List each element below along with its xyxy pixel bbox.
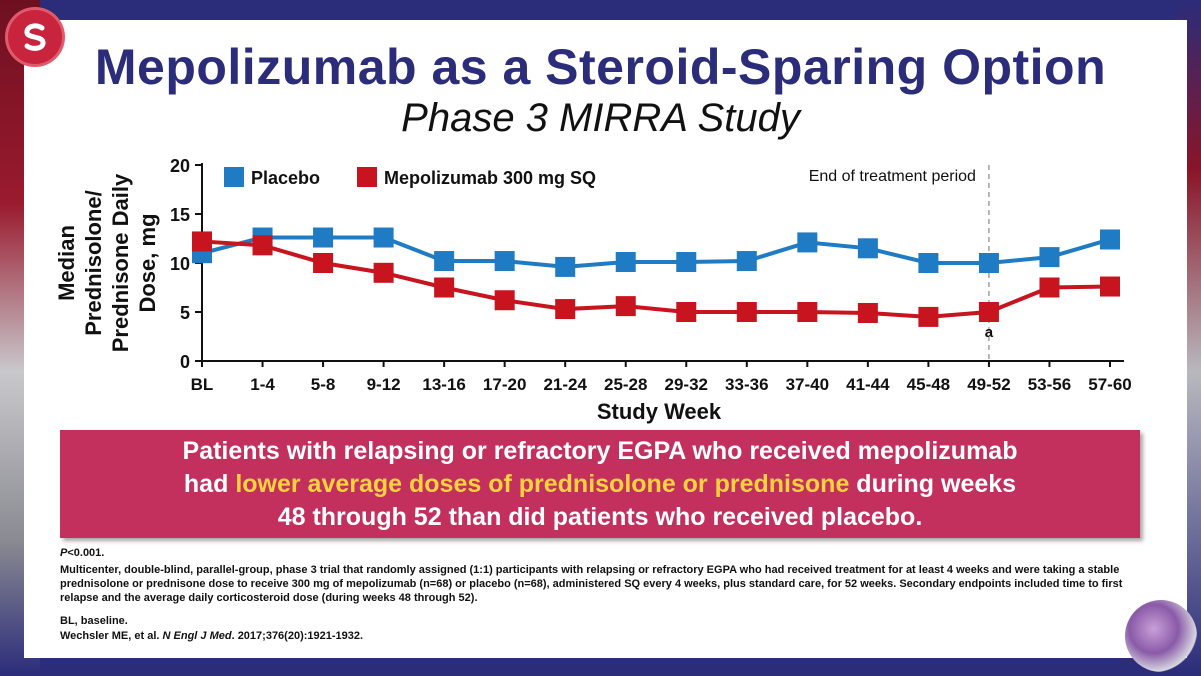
y-axis-label-line: Prednisolone/	[81, 190, 106, 335]
data-point-placebo	[857, 238, 878, 259]
legend-label-placebo: Placebo	[251, 168, 320, 188]
data-point-placebo	[1100, 229, 1120, 250]
x-tick-label: 49-52	[967, 375, 1010, 394]
data-point-placebo	[373, 227, 394, 248]
p-value-footnote: P<0.001.	[60, 546, 1150, 560]
x-tick-label: 1-4	[250, 375, 275, 394]
x-tick-label: 13-16	[422, 375, 465, 394]
data-point-mepolizumab	[615, 296, 636, 317]
data-point-mepolizumab	[373, 262, 394, 283]
data-point-mepolizumab	[555, 299, 576, 320]
ref-authors: Wechsler ME, et al.	[60, 630, 163, 642]
y-tick-label: 10	[170, 254, 190, 274]
end-of-treatment-label: End of treatment period	[809, 168, 976, 185]
x-tick-label: 17-20	[483, 375, 526, 394]
slide-panel	[24, 20, 1187, 658]
x-tick-label: 9-12	[367, 375, 401, 394]
x-tick-label: BL	[191, 375, 214, 394]
x-tick-label: 41-44	[846, 375, 890, 394]
x-tick-label: 57-60	[1088, 375, 1131, 394]
callout-line-2-pre: had	[183, 469, 236, 498]
p-value: <0.001.	[67, 547, 105, 559]
p-symbol: P	[60, 547, 68, 559]
data-point-mepolizumab	[252, 235, 273, 256]
x-tick-label: 5-8	[311, 375, 336, 394]
x-tick-label: 53-56	[1028, 375, 1071, 394]
x-tick-label: 21-24	[543, 375, 587, 394]
data-point-placebo	[1039, 247, 1060, 268]
data-point-placebo	[434, 251, 455, 272]
reference-footnote: Wechsler ME, et al. N Engl J Med. 2017;3…	[60, 629, 1150, 643]
legend-label-mepolizumab: Mepolizumab 300 mg SQ	[384, 168, 596, 188]
series-line-mepolizumab	[201, 239, 1111, 319]
x-tick-label: 45-48	[907, 375, 950, 394]
data-point-mepolizumab	[736, 302, 757, 322]
data-point-placebo	[615, 252, 636, 273]
logo-icon	[8, 10, 62, 64]
data-point-mepolizumab	[676, 302, 697, 322]
data-point-mepolizumab	[1100, 276, 1120, 297]
x-tick-label: 37-40	[786, 375, 829, 394]
series-line-placebo	[201, 235, 1111, 269]
data-point-placebo	[313, 227, 334, 248]
data-point-placebo	[494, 251, 515, 272]
slide-subtitle: Phase 3 MIRRA Study	[401, 96, 800, 140]
data-point-placebo	[797, 232, 818, 253]
callout-highlight: lower average doses of prednisolone or p…	[235, 469, 850, 498]
data-point-mepolizumab	[857, 302, 878, 323]
slide-title: Mepolizumab as a Steroid-Sparing Option	[94, 39, 1107, 95]
y-axis-label-line: Dose, mg	[135, 213, 160, 312]
legend-swatch-mepolizumab	[357, 167, 377, 187]
data-point-placebo	[736, 251, 757, 272]
data-point-mepolizumab	[1039, 277, 1060, 298]
data-point-mepolizumab	[313, 253, 334, 273]
key-finding-callout: Patients with relapsing or refractory EG…	[60, 430, 1140, 538]
data-point-placebo	[918, 253, 939, 273]
data-point-mepolizumab	[494, 290, 515, 311]
significance-marker: a	[985, 324, 994, 341]
y-axis-label-line: Median	[54, 225, 79, 301]
data-point-placebo	[555, 256, 576, 277]
study-description-footnote: Multicenter, double-blind, parallel-grou…	[60, 564, 1123, 604]
y-tick-label: 15	[170, 205, 190, 225]
data-point-mepolizumab	[434, 277, 455, 298]
y-tick-label: 0	[180, 352, 190, 372]
data-point-placebo	[676, 252, 697, 273]
callout-line-2: had lower average doses of prednisolone …	[60, 468, 1140, 501]
callout-line-1: Patients with relapsing or refractory EG…	[182, 436, 1018, 465]
x-tick-label: 25-28	[604, 375, 647, 394]
ref-journal: N Engl J Med	[162, 630, 232, 642]
abbreviation-footnote: BL, baseline.	[60, 615, 128, 627]
y-tick-label: 5	[180, 303, 190, 323]
data-point-placebo	[978, 253, 999, 273]
y-axis-label-line: Prednisone Daily	[108, 173, 133, 352]
callout-line-3: 48 through 52 than did patients who rece…	[277, 502, 923, 531]
data-point-mepolizumab	[918, 306, 939, 327]
ref-details: . 2017;376(20):1921-1932.	[231, 630, 364, 642]
cell-illustration-icon	[1125, 600, 1197, 672]
data-point-mepolizumab	[192, 231, 212, 252]
x-axis-label: Study Week	[597, 399, 722, 424]
data-point-mepolizumab	[978, 302, 999, 322]
legend-swatch-placebo	[224, 167, 244, 187]
y-tick-label: 20	[170, 156, 190, 176]
data-point-mepolizumab	[797, 302, 818, 322]
dose-line-chart: 0 5 10 15 20 BL 1-4 5-8 9-12 13-16 17-20 21-24 25-28…	[54, 156, 1132, 424]
x-tick-label: 33-36	[725, 375, 768, 394]
x-tick-label: 29-32	[665, 375, 708, 394]
callout-line-2-post: during weeks	[849, 469, 1017, 498]
